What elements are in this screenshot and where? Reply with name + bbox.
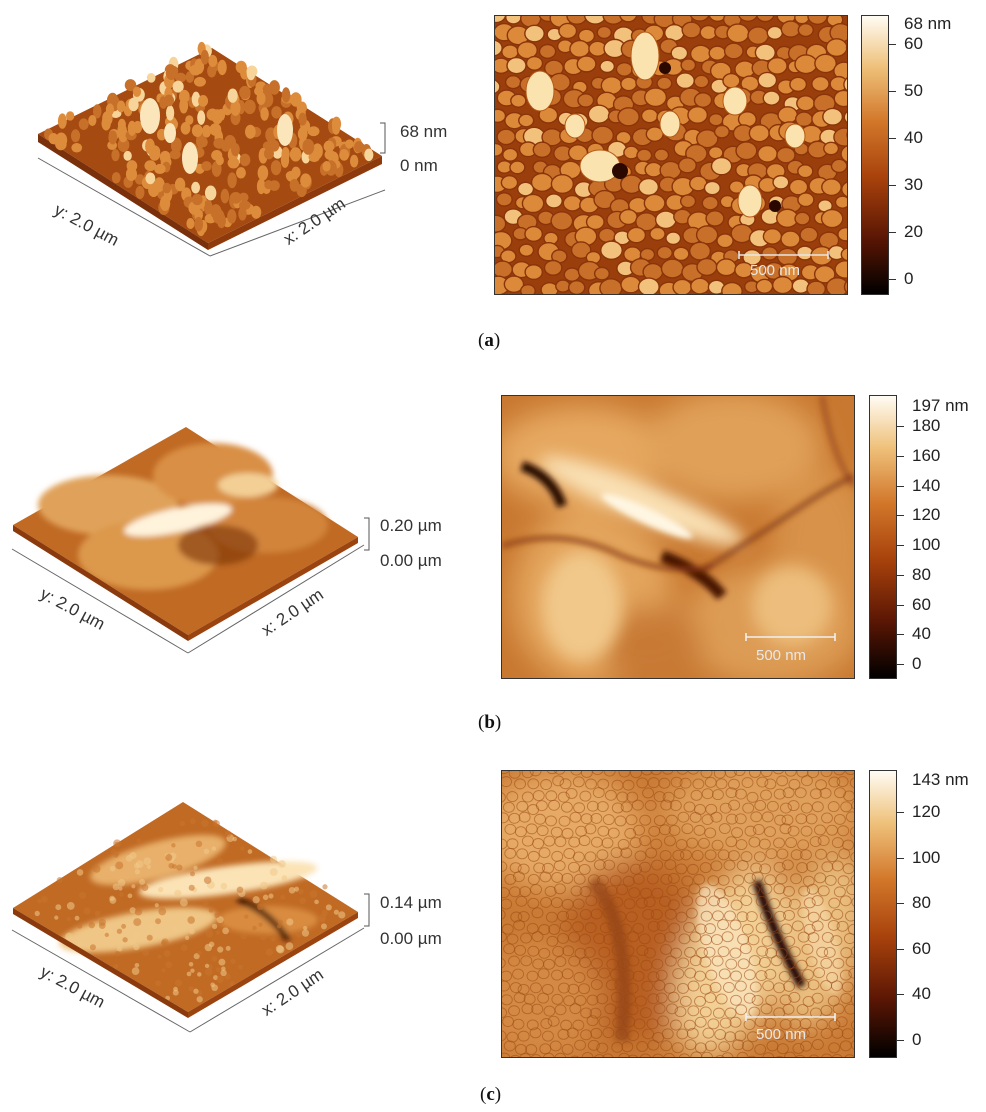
colorbar-tick-label: 100 <box>912 848 941 867</box>
colorbar-tick-label: 180 <box>912 416 941 435</box>
colorbar-tick-label: 60 <box>912 595 931 614</box>
caption-c: (c) <box>480 1084 502 1105</box>
colorbar-tick <box>896 903 904 904</box>
surface-3d-a <box>37 41 386 257</box>
height-map-b <box>501 395 855 679</box>
colorbar-tick <box>896 605 904 606</box>
colorbar-tick <box>888 91 896 92</box>
colorbar-tick <box>888 185 896 186</box>
colorbar-tick-label: 80 <box>912 565 931 584</box>
scale-bar-a <box>738 251 829 259</box>
scale-bar-label-a: 500 nm <box>750 262 801 279</box>
colorbar-tick <box>896 664 904 665</box>
map-grains-c <box>502 771 854 1057</box>
caption-b: (b) <box>478 712 502 733</box>
colorbar-tick <box>888 44 896 45</box>
surface-3d-c <box>11 802 365 1033</box>
colorbar-tick-label: 40 <box>912 624 931 643</box>
colorbar-tick <box>896 515 904 516</box>
colorbar-tick-label: 40 <box>912 984 931 1003</box>
colorbar-tick <box>896 812 904 813</box>
colorbar-gradient-b <box>869 395 897 679</box>
map-grains-a <box>495 16 847 294</box>
colorbar-tick-label: 0 <box>904 269 914 288</box>
colorbar-tick <box>896 486 904 487</box>
colorbar-max-label-b: 197 nm <box>912 396 969 415</box>
z-bottom-label-a: 0 nm <box>400 156 438 175</box>
height-map-a <box>494 15 848 295</box>
z-top-label-b: 0.20 µm <box>380 516 442 535</box>
grains-c <box>34 818 346 1003</box>
colorbar-tick-label: 40 <box>904 128 923 147</box>
scale-bar-label-c: 500 nm <box>756 1026 807 1043</box>
colorbar-gradient-a <box>861 15 889 295</box>
height-map-c <box>501 770 855 1058</box>
z-scale-bracket-c <box>364 893 370 927</box>
colorbar-max-label-c: 143 nm <box>912 770 969 789</box>
colorbar-tick-label: 0 <box>912 1030 922 1049</box>
colorbar-tick-label: 100 <box>912 535 941 554</box>
colorbar-tick-label: 140 <box>912 476 941 495</box>
grains-a <box>43 41 374 237</box>
z-top-label-a: 68 nm <box>400 122 448 141</box>
colorbar-tick <box>896 634 904 635</box>
colorbar-tick-label: 60 <box>904 34 923 53</box>
colorbar-max-label-a: 68 nm <box>904 14 952 33</box>
z-scale-bracket-a <box>380 122 386 154</box>
colorbar-tick-label: 160 <box>912 446 941 465</box>
colorbar-tick-label: 50 <box>904 81 923 100</box>
colorbar-tick <box>888 232 896 233</box>
z-top-label-c: 0.14 µm <box>380 893 442 912</box>
colorbar-tick-label: 0 <box>912 654 922 673</box>
scale-bar-b <box>745 633 836 641</box>
z-bottom-label-b: 0.00 µm <box>380 551 442 570</box>
scale-bar-c <box>745 1013 836 1021</box>
colorbar-tick-label: 20 <box>904 222 923 241</box>
colorbar-tick-label: 60 <box>912 939 931 958</box>
z-bottom-label-c: 0.00 µm <box>380 929 442 948</box>
colorbar-tick <box>896 575 904 576</box>
colorbar-tick <box>896 426 904 427</box>
colorbar-tick <box>896 858 904 859</box>
colorbar-tick-label: 120 <box>912 802 941 821</box>
surface-3d-b <box>11 427 365 654</box>
colorbar-tick <box>896 1040 904 1041</box>
colorbar-tick-label: 120 <box>912 505 941 524</box>
colorbar-tick <box>896 949 904 950</box>
colorbar-tick <box>896 456 904 457</box>
caption-a: (a) <box>478 330 501 351</box>
colorbar-tick <box>896 545 904 546</box>
z-scale-bracket-b <box>364 517 370 551</box>
colorbar-tick-label: 30 <box>904 175 923 194</box>
colorbar-tick-label: 80 <box>912 893 931 912</box>
colorbar-tick <box>896 994 904 995</box>
colorbar-tick <box>888 279 896 280</box>
scale-bar-label-b: 500 nm <box>756 647 807 664</box>
colorbar-tick <box>888 138 896 139</box>
colorbar-gradient-c <box>869 770 897 1058</box>
